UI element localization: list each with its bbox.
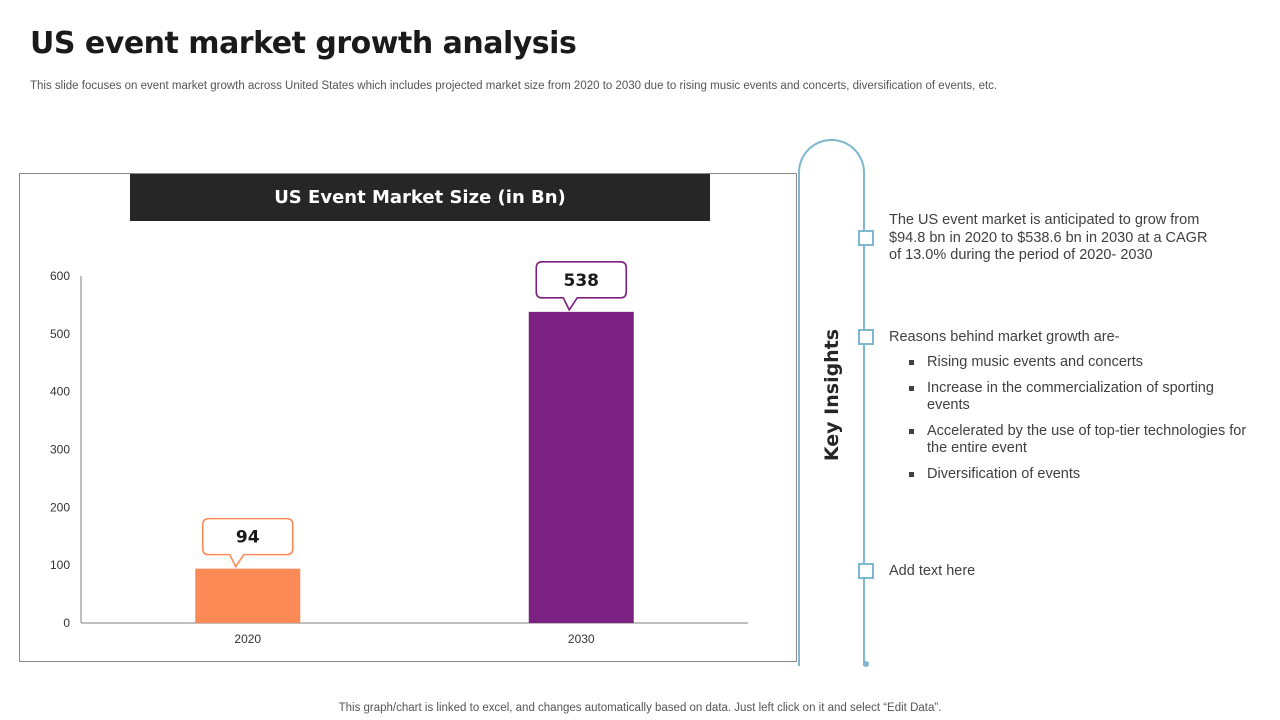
bullet-item[interactable]: Accelerated by the use of top-tier techn… xyxy=(909,423,1247,458)
y-tick-label: 300 xyxy=(50,443,70,457)
page-title: US event market growth analysis xyxy=(30,26,577,61)
y-tick-label: 100 xyxy=(50,558,70,572)
chart-frame[interactable] xyxy=(19,173,797,662)
bar-2030 xyxy=(528,311,634,623)
timeline-rail xyxy=(798,139,865,666)
bullet-item[interactable]: Rising music events and concerts xyxy=(909,354,1247,372)
footer-note: This graph/chart is linked to excel, and… xyxy=(338,702,942,714)
growth-reasons-list: Rising music events and concerts Increas… xyxy=(909,354,1247,491)
y-tick-label: 600 xyxy=(50,269,70,283)
y-tick-label: 500 xyxy=(50,327,70,341)
data-label-callout xyxy=(201,517,294,569)
page-subtitle: This slide focuses on event market growt… xyxy=(30,80,998,92)
y-tick-label: 0 xyxy=(63,616,70,630)
key-insights-heading: Key Insights xyxy=(821,328,843,462)
timeline-marker-3 xyxy=(858,563,874,579)
timeline-marker-1 xyxy=(858,230,874,246)
timeline-marker-2 xyxy=(858,329,874,345)
x-tick-label: 2030 xyxy=(568,632,595,646)
chart-title: US Event Market Size (in Bn) xyxy=(130,174,710,221)
y-tick-label: 200 xyxy=(50,500,70,514)
bullet-item[interactable]: Diversification of events xyxy=(909,466,1247,484)
bullet-item[interactable]: Increase in the commercialization of spo… xyxy=(909,380,1247,415)
y-tick-label: 400 xyxy=(50,385,70,399)
insight-item-2[interactable]: Reasons behind market growth are- xyxy=(889,329,1120,345)
insight-item-1[interactable]: The US event market is anticipated to gr… xyxy=(889,212,1208,263)
timeline-end-dot xyxy=(863,661,869,667)
data-label-callout xyxy=(535,261,628,312)
x-tick-label: 2020 xyxy=(234,632,261,646)
data-label: 94 xyxy=(236,528,260,548)
insight-item-3[interactable]: Add text here xyxy=(889,563,976,579)
data-label: 538 xyxy=(564,271,600,291)
bar-2020 xyxy=(195,568,301,623)
